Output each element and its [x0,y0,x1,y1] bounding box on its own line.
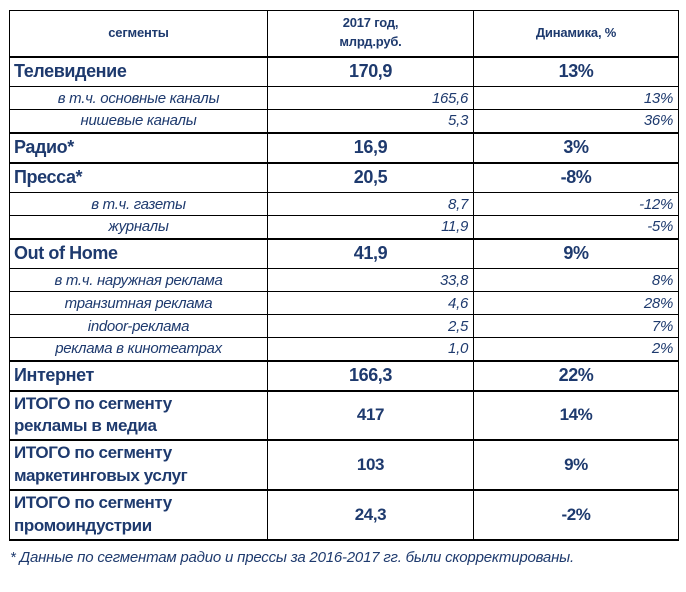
segment-label: ИТОГО по сегменту маркетинговых услуг [9,439,268,491]
table-row-magazines: журналы 11,9 -5% [9,215,679,239]
segment-dynamics: 8% [473,268,679,292]
segment-label: Интернет [9,359,268,391]
segment-dynamics: 7% [473,314,679,338]
table-row-tv-main-channels: в т.ч. основные каналы 165,6 13% [9,86,679,110]
segment-dynamics: 13% [473,55,679,87]
table-row-out-of-home: Out of Home 41,9 9% [9,237,679,269]
segment-dynamics: -2% [473,489,679,542]
segment-dynamics: 28% [473,291,679,315]
segment-value: 103 [267,439,474,491]
segment-label: реклама в кинотеатрах [9,337,268,361]
segment-value: 170,9 [267,55,474,87]
segment-label: ИТОГО по сегменту рекламы в медиа [9,389,268,441]
segment-label: ИТОГО по сегменту промоиндустрии [9,489,268,542]
table-row-radio: Радио* 16,9 3% [9,131,679,163]
segment-dynamics: -12% [473,192,679,216]
table-row-indoor-ads: indoor-реклама 2,5 7% [9,314,679,338]
segment-value: 11,9 [267,215,474,239]
column-header-2017-value: 2017 год, млрд.руб. [267,10,474,57]
segment-label: транзитная реклама [9,291,268,315]
footnote: * Данные по сегментам радио и прессы за … [10,549,574,566]
table-row-total-marketing-services: ИТОГО по сегменту маркетинговых услуг 10… [9,439,679,491]
segment-value: 20,5 [267,161,474,193]
table-row-total-media-ads: ИТОГО по сегменту рекламы в медиа 417 14… [9,389,679,441]
segment-label: Радио* [9,131,268,163]
segment-label: в т.ч. наружная реклама [9,268,268,292]
table-row-cinema-ads: реклама в кинотеатрах 1,0 2% [9,337,679,361]
segment-value: 41,9 [267,237,474,269]
segments-table: сегменты 2017 год, млрд.руб. Динамика, %… [9,10,679,542]
segment-dynamics: 14% [473,389,679,441]
column-header-segments: сегменты [9,10,268,57]
table-row-press: Пресса* 20,5 -8% [9,161,679,193]
segment-value: 16,9 [267,131,474,163]
segment-value: 166,3 [267,359,474,391]
segment-dynamics: 13% [473,86,679,110]
table-header-row: сегменты 2017 год, млрд.руб. Динамика, % [9,10,679,57]
segment-dynamics: 3% [473,131,679,163]
segment-label: indoor-реклама [9,314,268,338]
segment-dynamics: 2% [473,337,679,361]
segment-dynamics: 9% [473,237,679,269]
table-row-transit-ads: транзитная реклама 4,6 28% [9,291,679,315]
segment-dynamics: 36% [473,109,679,133]
segment-label: в т.ч. основные каналы [9,86,268,110]
segment-value: 165,6 [267,86,474,110]
segment-value: 417 [267,389,474,441]
segment-value: 4,6 [267,291,474,315]
segment-value: 33,8 [267,268,474,292]
segment-value: 24,3 [267,489,474,542]
table-row-newspapers: в т.ч. газеты 8,7 -12% [9,192,679,216]
segment-value: 5,3 [267,109,474,133]
table-row-internet: Интернет 166,3 22% [9,359,679,391]
segment-dynamics: 9% [473,439,679,491]
table-row-tv-niche-channels: нишевые каналы 5,3 36% [9,109,679,133]
segment-dynamics: 22% [473,359,679,391]
segment-label: в т.ч. газеты [9,192,268,216]
column-header-dynamics: Динамика, % [473,10,679,57]
segment-dynamics: -8% [473,161,679,193]
segment-dynamics: -5% [473,215,679,239]
table-row-total-promo-industry: ИТОГО по сегменту промоиндустрии 24,3 -2… [9,489,679,542]
segment-value: 2,5 [267,314,474,338]
segment-label: журналы [9,215,268,239]
segment-label: Телевидение [9,55,268,87]
table-row-tv: Телевидение 170,9 13% [9,55,679,87]
segment-label: нишевые каналы [9,109,268,133]
segment-label: Out of Home [9,237,268,269]
segment-label: Пресса* [9,161,268,193]
segment-value: 1,0 [267,337,474,361]
table-row-outdoor-ads: в т.ч. наружная реклама 33,8 8% [9,268,679,292]
segment-value: 8,7 [267,192,474,216]
